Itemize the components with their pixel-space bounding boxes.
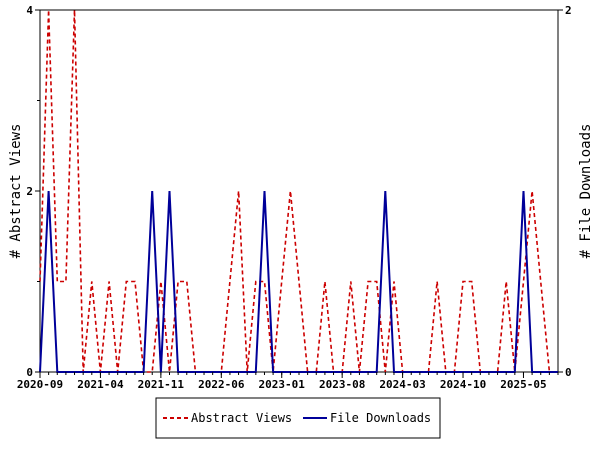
y-tick-label: 2 — [26, 185, 33, 198]
x-tick-label: 2024-03 — [379, 378, 425, 391]
y-axis-title: # Abstract Views — [8, 124, 24, 259]
y2-tick-label: 2 — [565, 4, 572, 17]
x-tick-label: 2022-06 — [198, 378, 245, 391]
x-tick-label: 2020-09 — [17, 378, 63, 391]
y2-tick-label: 0 — [565, 366, 572, 379]
y-tick-label: 0 — [26, 366, 33, 379]
right-axis: 02 — [558, 4, 572, 379]
y-tick-label: 4 — [26, 4, 33, 17]
series-line-abstract-views — [39, 9, 558, 373]
x-tick-label: 2023-01 — [259, 378, 306, 391]
legend-box — [155, 397, 441, 439]
legend-label-abstract-views: Abstract Views — [191, 411, 292, 425]
y2-axis-title: # File Downloads — [578, 124, 594, 259]
left-axis: 0 2 4 — [26, 4, 40, 379]
plot-area — [39, 9, 559, 373]
x-tick-label: 2021-04 — [77, 378, 124, 391]
x-tick-label: 2024-10 — [440, 378, 486, 391]
x-tick-label: 2021-11 — [138, 378, 185, 391]
x-tick-label: 2023-08 — [319, 378, 365, 391]
legend: Abstract Views File Downloads — [155, 397, 441, 439]
legend-label-file-downloads: File Downloads — [330, 411, 431, 425]
x-tick-label: 2025-05 — [500, 378, 546, 391]
x-axis: 2020-09 2021-04 2021-11 2022-06 2023-01 2023-… — [17, 372, 559, 391]
